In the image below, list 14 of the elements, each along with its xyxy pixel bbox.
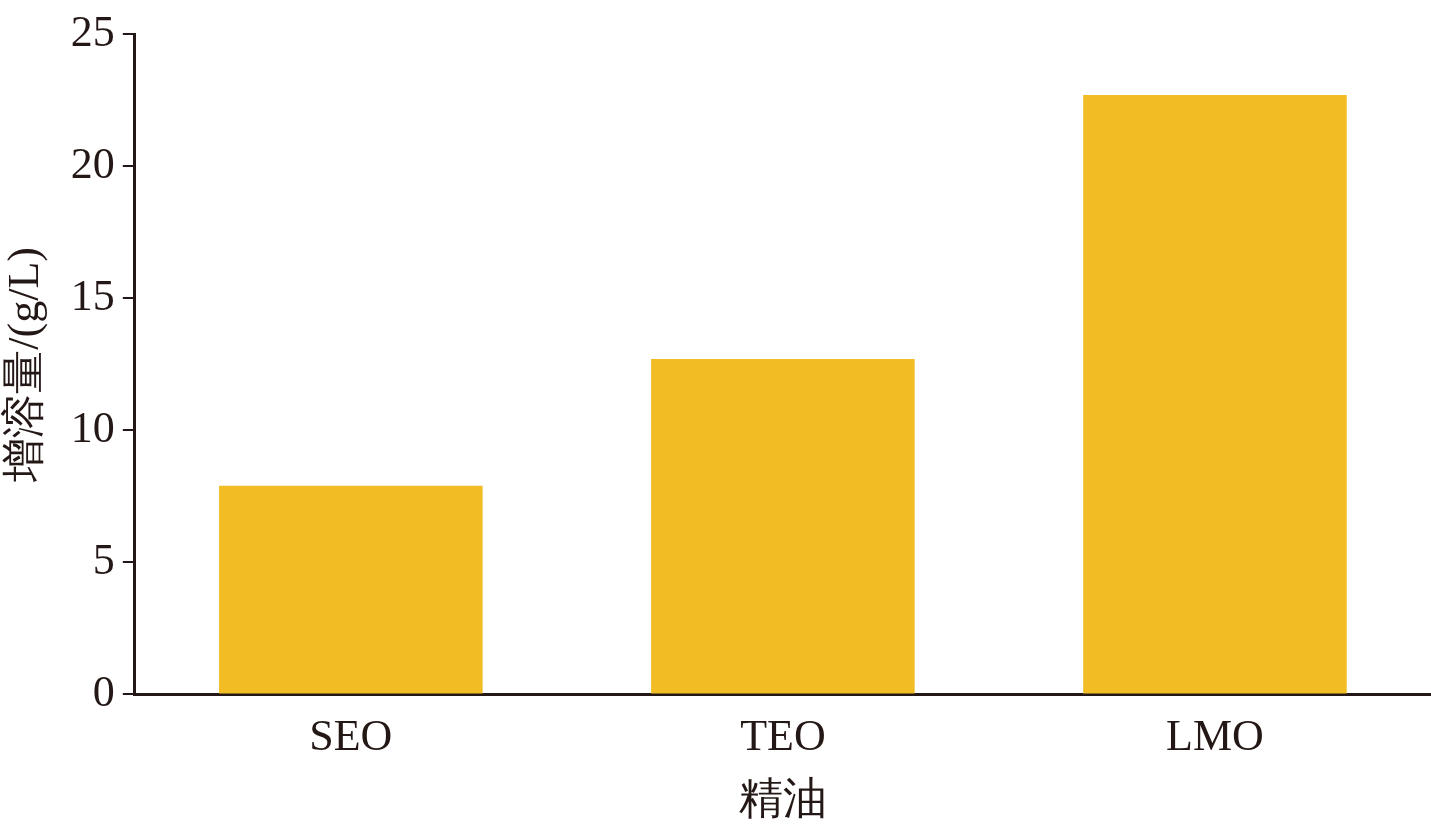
bar bbox=[219, 485, 483, 694]
x-tick-label: SEO bbox=[309, 711, 393, 761]
y-axis-title: 增溶量/(g/L) bbox=[0, 247, 48, 483]
x-tick-label: LMO bbox=[1166, 711, 1264, 761]
y-tick-label: 25 bbox=[70, 6, 115, 56]
bar bbox=[1083, 95, 1347, 694]
bar bbox=[651, 359, 915, 694]
y-tick-label: 5 bbox=[92, 534, 115, 584]
y-tick-label: 15 bbox=[70, 270, 115, 320]
y-tick-label: 10 bbox=[70, 402, 115, 452]
y-tick-label: 20 bbox=[70, 138, 115, 188]
x-axis-title: 精油 bbox=[738, 774, 827, 824]
x-tick-label: TEO bbox=[740, 711, 826, 761]
y-tick-label: 0 bbox=[92, 666, 115, 716]
